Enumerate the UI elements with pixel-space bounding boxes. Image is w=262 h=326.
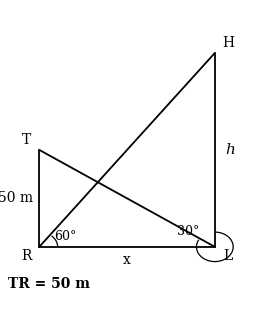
Text: L: L [223,249,233,263]
Text: TR = 50 m: TR = 50 m [8,276,90,290]
Text: 50 m: 50 m [0,191,33,205]
Text: 60°: 60° [54,230,77,243]
Text: x: x [123,253,131,267]
Text: T: T [21,133,31,147]
Text: R: R [21,249,31,263]
Text: H: H [222,36,234,50]
Text: h: h [226,143,236,157]
Text: 30°: 30° [177,225,200,238]
